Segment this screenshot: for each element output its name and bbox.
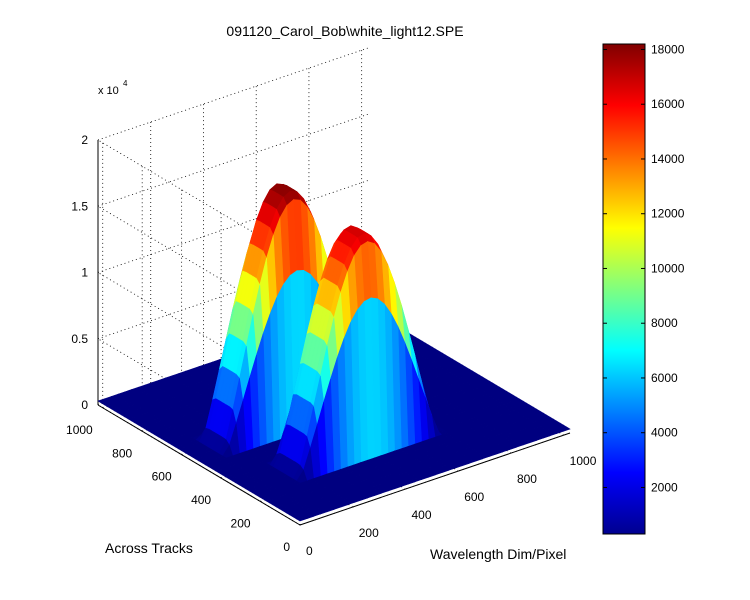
colorbar-tick-label: 6000	[651, 371, 678, 385]
back-wall-gridline	[97, 47, 369, 141]
x-tick-label: 400	[411, 508, 431, 522]
z-multiplier-exponent: 4	[123, 79, 128, 88]
colorbar-gradient	[602, 43, 646, 535]
z-tick-label: 0	[81, 398, 88, 412]
colorbar-ticks: 2000 4000 6000 8000 10000 12000 14000 16000 1800…	[603, 42, 685, 494]
x-axis-line	[299, 432, 571, 526]
y-tick-label: 600	[152, 470, 172, 484]
x-tick-label: 1000	[570, 454, 597, 468]
colorbar-tick-label: 16000	[651, 97, 685, 111]
back-wall-gridline	[97, 113, 369, 207]
y-tick-label: 400	[191, 493, 211, 507]
y-tick-label: 800	[112, 446, 132, 460]
x-axis-label: Wavelength Dim/Pixel	[430, 546, 566, 562]
x-tick-label: 800	[517, 472, 537, 486]
y-tick-label: 1000	[66, 423, 93, 437]
z-tick-label: 1.5	[71, 199, 88, 213]
colorbar: 2000 4000 6000 8000 10000 12000 14000 16000 1800…	[602, 42, 685, 535]
z-tick-label: 2	[81, 133, 88, 147]
z-tick-label: 0.5	[71, 332, 88, 346]
z-tick-label: 1	[81, 266, 88, 280]
x-tick-label: 200	[359, 526, 379, 540]
y-tick-label: 200	[231, 517, 251, 531]
surface-patch	[295, 516, 308, 522]
surface-plot	[97, 183, 571, 522]
z-multiplier-label: x 10	[98, 85, 119, 97]
x-tick-label: 0	[306, 544, 313, 558]
colorbar-tick-label: 14000	[651, 152, 685, 166]
colorbar-tick-label: 4000	[651, 426, 678, 440]
colorbar-tick-label: 10000	[651, 261, 685, 275]
axis-ticks: 0 0.5 1 1.5 2 0 200 400 600 800 1000 0 200 400 600 800 1…	[66, 133, 597, 558]
y-tick-label: 0	[283, 540, 290, 554]
y-axis-label: Across Tracks	[105, 540, 193, 556]
x-tick-label: 600	[464, 490, 484, 504]
y-axis-line	[97, 404, 301, 526]
colorbar-tick-label: 2000	[651, 480, 678, 494]
colorbar-tick-label: 12000	[651, 207, 685, 221]
chart-title: 091120_Carol_Bob\white_light12.SPE	[226, 23, 463, 39]
colorbar-tick-label: 18000	[651, 42, 685, 56]
colorbar-tick-label: 8000	[651, 316, 678, 330]
